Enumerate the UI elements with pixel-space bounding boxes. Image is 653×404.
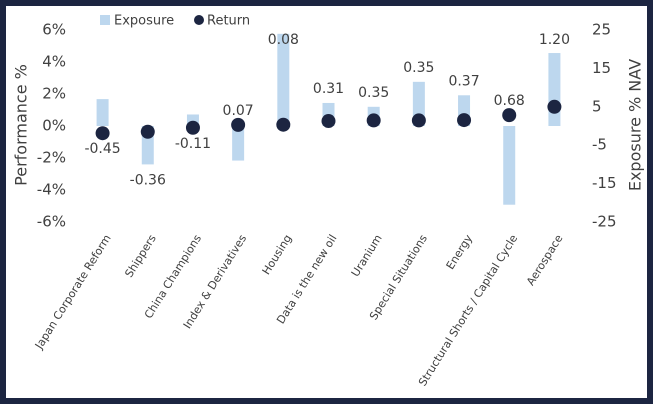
data-label: -0.11 [175,136,211,152]
data-label: 0.37 [448,73,479,89]
dot [547,99,562,114]
y2-tick-label: -5 [592,136,607,154]
legend-swatch [100,15,110,25]
y-axis-title: Performance % [12,64,31,186]
data-label: 1.20 [539,32,570,48]
y2-tick-label: 5 [592,97,602,115]
data-label: 0.35 [403,60,434,76]
y-tick-label: -2% [37,149,66,167]
bar [232,126,245,161]
dot [95,126,110,141]
dot [366,113,381,128]
data-label: -0.36 [130,172,166,188]
dot [276,117,291,132]
legend-label: Return [207,14,250,29]
dot [502,108,517,123]
bar [96,99,109,126]
dot [457,113,472,128]
chart-area [6,6,647,398]
y2-axis-title: Exposure % NAV [626,59,645,191]
y2-tick-label: -25 [592,213,617,231]
bar [503,126,516,205]
bar [548,53,561,126]
data-label: 0.35 [358,85,389,101]
bar [277,33,290,127]
y2-tick-label: 25 [592,21,611,39]
y-tick-label: 0% [42,117,66,135]
y-tick-label: 4% [42,53,66,71]
bar [186,114,199,126]
dot [185,120,200,135]
y2-tick-label: -15 [592,174,617,192]
y-tick-label: -4% [37,181,66,199]
y-tick-label: 6% [42,21,66,39]
data-label: 0.07 [223,103,254,119]
data-label: 0.08 [268,32,299,48]
dot [411,113,426,128]
dot [321,114,336,129]
dot [140,124,155,139]
data-label: 0.68 [494,93,525,109]
y2-tick-label: 15 [592,59,611,77]
dot [231,117,246,132]
legend-label: Exposure [114,14,174,29]
y-tick-label: 2% [42,85,66,103]
y-tick-label: -6% [37,213,66,231]
legend-swatch [194,15,204,25]
data-label: 0.31 [313,81,344,97]
data-label: -0.45 [84,141,120,157]
